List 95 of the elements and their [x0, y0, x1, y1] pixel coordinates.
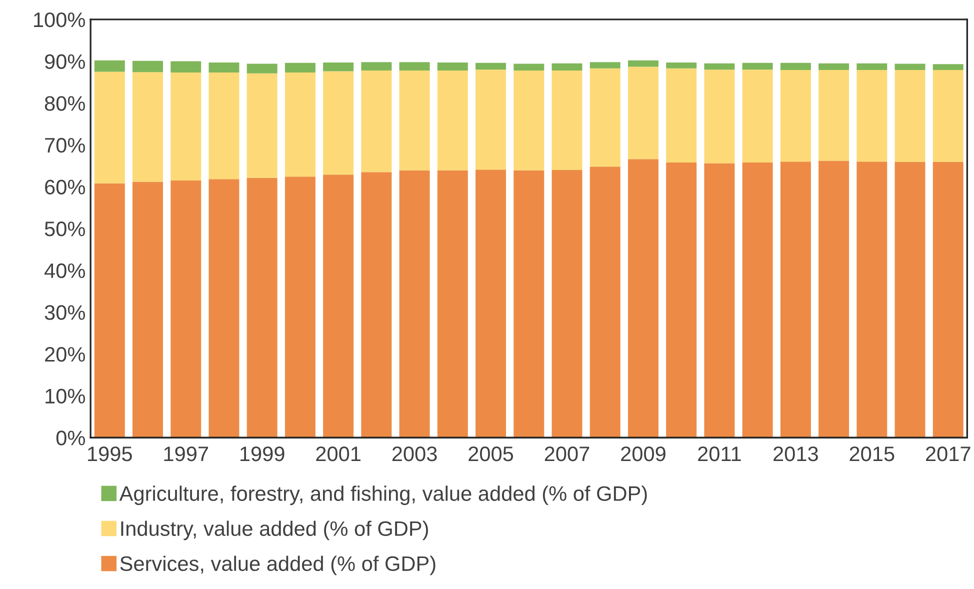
x-tick-label: 1997 [164, 446, 208, 462]
legend-label: Industry, value added (% of GDP) [121, 520, 428, 540]
y-tick-label: 0% [56, 430, 85, 446]
bar [399, 62, 430, 70]
bar [666, 62, 697, 68]
x-tick-label: 1995 [88, 446, 132, 462]
bar [894, 70, 926, 162]
bar [284, 62, 316, 73]
legend-label: Services, value added (% of GDP) [120, 556, 436, 576]
bar [132, 72, 163, 182]
bar [514, 70, 544, 170]
bar [476, 170, 506, 438]
bar [780, 62, 811, 70]
bar [818, 160, 850, 438]
bar [628, 159, 658, 438]
bar [246, 64, 278, 74]
bar [94, 183, 125, 438]
y-tick-label: 60% [45, 180, 85, 194]
bar [399, 70, 430, 170]
x-tick-label: 2015 [850, 446, 894, 462]
bar [704, 70, 735, 164]
bar [552, 63, 582, 70]
bar [856, 70, 888, 162]
bar [932, 162, 964, 438]
x-tick-label: 2005 [468, 446, 514, 462]
bar [590, 166, 620, 438]
bar [323, 71, 354, 175]
bar [932, 70, 964, 162]
bar [170, 72, 202, 180]
bar [704, 63, 735, 70]
bar [170, 180, 202, 438]
bar [399, 170, 430, 438]
x-tick-label: 2013 [774, 446, 818, 462]
bar [132, 60, 163, 72]
bar [780, 162, 811, 438]
bar [666, 68, 697, 162]
bar [742, 62, 773, 70]
bar [590, 62, 620, 68]
y-tick-label: 50% [44, 222, 85, 236]
bar [361, 172, 392, 438]
bar [818, 63, 850, 70]
bar [590, 68, 620, 167]
bar [284, 176, 316, 438]
bar [170, 61, 202, 73]
x-tick-label: 2009 [621, 446, 666, 462]
bar [704, 163, 735, 438]
y-tick-label: 80% [44, 96, 85, 111]
bar [323, 62, 354, 72]
bar [552, 70, 582, 170]
x-tick-label: 2007 [544, 446, 590, 462]
bar [932, 64, 964, 70]
bar [132, 182, 163, 438]
bar [284, 72, 316, 177]
bar [437, 170, 468, 438]
x-tick-label: 2011 [698, 446, 741, 462]
bar [552, 170, 582, 438]
bar [894, 64, 926, 70]
bar [628, 66, 658, 160]
bar [323, 174, 354, 438]
bar [361, 70, 392, 172]
bar [437, 62, 468, 70]
y-tick-label: 100% [34, 12, 85, 28]
x-tick-label: 2017 [926, 446, 970, 462]
y-tick-label: 70% [45, 138, 85, 153]
bar [476, 62, 506, 70]
bar [246, 178, 278, 438]
bar [818, 70, 850, 161]
bar [856, 63, 888, 70]
bar [437, 70, 468, 170]
bar [780, 70, 811, 162]
bar [742, 70, 773, 162]
bar [742, 162, 773, 438]
y-tick-label: 30% [44, 305, 85, 320]
bar [208, 62, 240, 73]
bar [208, 72, 240, 180]
bar [628, 60, 658, 67]
x-tick-label: 2003 [392, 446, 437, 462]
bar [208, 179, 240, 438]
bar [246, 73, 278, 178]
y-tick-label: 90% [45, 54, 85, 70]
x-tick-label: 2001 [316, 446, 360, 462]
bar [94, 72, 125, 184]
x-tick-label: 1999 [240, 446, 284, 462]
bar [94, 60, 125, 72]
bar [514, 170, 544, 438]
bar [666, 162, 697, 438]
bar [476, 70, 506, 170]
bar [514, 64, 544, 70]
legend-label: Agriculture, forestry, and fishing, value added (% of GDP) [119, 486, 647, 506]
y-tick-label: 40% [44, 263, 85, 278]
bar [361, 62, 392, 70]
bar [894, 162, 926, 438]
bar [856, 162, 888, 438]
y-tick-label: 10% [46, 388, 85, 404]
y-tick-label: 20% [45, 346, 85, 362]
